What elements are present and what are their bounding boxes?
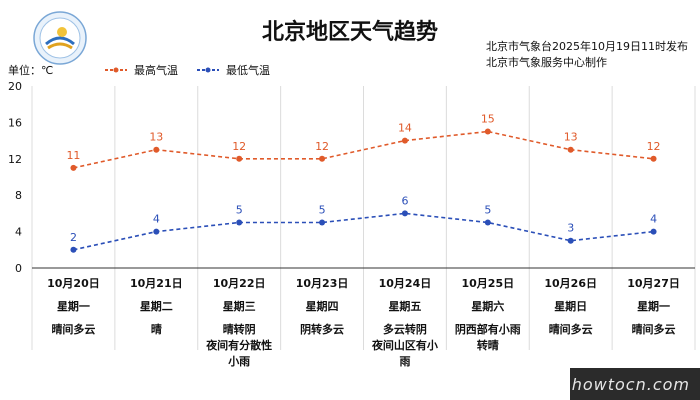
high-temp-point (153, 146, 160, 153)
y-tick-label: 16 (8, 116, 22, 129)
low-temp-point (70, 246, 77, 253)
y-tick-label: 4 (15, 226, 22, 239)
day-column: 10月23日 星期四阴转多云 (280, 276, 364, 338)
day-weather: 晴 (150, 323, 162, 336)
low-temp-line (73, 212, 654, 251)
low-temp-label: 4 (650, 213, 657, 226)
day-date: 10月20日 (47, 277, 100, 290)
low-temp-point (567, 237, 574, 244)
low-temp-point (236, 219, 243, 226)
day-weather: 晴转阴 夜间有分散性 小雨 (206, 323, 273, 368)
y-tick-label: 12 (8, 153, 22, 166)
day-weekday: 星期一 (56, 300, 90, 313)
low-temp-point (650, 228, 657, 235)
weather-service-logo (32, 10, 88, 66)
low-temp-label: 5 (319, 204, 326, 217)
high-temp-line (73, 130, 654, 169)
high-temp-label: 13 (564, 131, 578, 144)
page-title: 北京地区天气趋势 (261, 20, 438, 45)
legend-high-swatch (105, 67, 127, 73)
y-tick-label: 20 (8, 80, 22, 93)
high-temp-label: 15 (481, 113, 495, 126)
high-temp-point (650, 155, 657, 162)
issuer-line-1: 北京市气象台2025年10月19日11时发布 (486, 40, 688, 53)
high-temp-label: 13 (149, 131, 163, 144)
day-column: 10月22日 星期三晴转阴 夜间有分散性 小雨 (197, 276, 281, 370)
legend-low-label: 最低气温 (226, 64, 270, 77)
high-temp-point (401, 137, 408, 144)
high-temp-label: 14 (398, 122, 412, 135)
high-temp-label: 12 (232, 140, 246, 153)
day-weather: 阴西部有小雨 转晴 (454, 323, 521, 352)
day-weekday: 星期六 (471, 300, 505, 313)
legend-high-label: 最高气温 (134, 64, 178, 77)
high-temp-label: 12 (647, 140, 661, 153)
low-temp-point (319, 219, 326, 226)
day-date: 10月23日 (295, 277, 349, 290)
high-temp-label: 12 (315, 140, 329, 153)
day-column: 10月21日 星期二晴 (114, 276, 198, 338)
y-tick-label: 0 (15, 262, 22, 275)
day-weekday: 星期四 (305, 300, 339, 313)
low-temp-label: 6 (401, 194, 408, 207)
watermark: howtocn.com (571, 375, 690, 394)
watermark-bar (570, 368, 700, 400)
day-date: 10月27日 (627, 277, 680, 290)
day-weekday: 星期一 (637, 300, 671, 313)
day-column: 10月24日 星期五多云转阴 夜间山区有小雨 (363, 276, 447, 370)
day-weekday: 星期三 (222, 300, 256, 313)
low-temp-point (401, 210, 408, 217)
issuer-info: 北京市气象台2025年10月19日11时发布 北京市气象服务中心制作 (486, 39, 688, 71)
day-column: 10月20日 星期一晴间多云 (31, 276, 115, 338)
day-weather: 晴间多云 (631, 323, 676, 336)
day-date: 10月21日 (130, 277, 183, 290)
low-temp-label: 5 (484, 204, 491, 217)
day-column: 10月27日 星期一晴间多云 (612, 276, 696, 338)
legend-low-swatch (197, 67, 219, 73)
day-column: 10月25日 星期六阴西部有小雨 转晴 (446, 276, 530, 354)
day-date: 10月26日 (544, 277, 597, 290)
day-column: 10月26日 星期日晴间多云 (529, 276, 613, 338)
high-temp-point (484, 128, 491, 135)
day-weather: 晴间多云 (548, 323, 593, 336)
day-weekday: 星期二 (139, 300, 173, 313)
day-weekday: 星期五 (388, 300, 422, 313)
day-date: 10月25日 (461, 277, 515, 290)
legend-low: 最低气温 (196, 62, 270, 78)
high-temp-point (567, 146, 574, 153)
unit-label: 单位：℃ (8, 64, 54, 77)
day-weather: 多云转阴 夜间山区有小雨 (371, 323, 438, 368)
day-weather: 晴间多云 (51, 323, 96, 336)
low-temp-label: 4 (153, 213, 160, 226)
low-temp-label: 3 (567, 222, 574, 235)
high-temp-point (70, 164, 77, 171)
issuer-line-2: 北京市气象服务中心制作 (486, 56, 607, 69)
high-temp-point (319, 155, 326, 162)
day-weekday: 星期日 (554, 300, 588, 313)
low-temp-point (153, 228, 160, 235)
day-date: 10月24日 (378, 277, 432, 290)
low-temp-point (484, 219, 491, 226)
day-date: 10月22日 (212, 277, 266, 290)
legend-high: 最高气温 (104, 62, 178, 78)
y-tick-label: 8 (15, 189, 22, 202)
day-weather: 阴转多云 (300, 323, 345, 336)
low-temp-label: 5 (236, 204, 243, 217)
low-temp-label: 2 (70, 231, 77, 244)
high-temp-point (236, 155, 243, 162)
high-temp-label: 11 (66, 149, 80, 162)
